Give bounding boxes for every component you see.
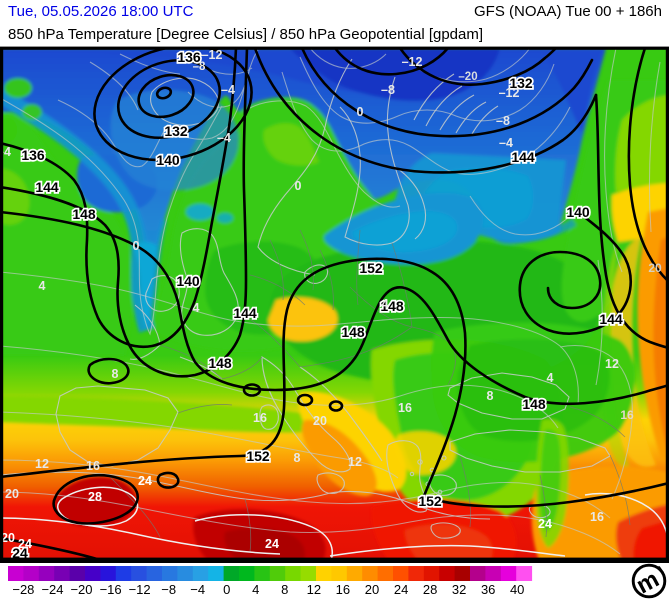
svg-text:148: 148: [380, 298, 404, 314]
svg-text:−12: −12: [129, 582, 151, 597]
svg-text:–12: –12: [499, 86, 520, 100]
svg-text:132: 132: [164, 123, 188, 139]
svg-text:−20: −20: [70, 582, 92, 597]
svg-text:−16: −16: [100, 582, 122, 597]
svg-text:40: 40: [510, 582, 524, 597]
svg-text:4: 4: [547, 371, 554, 385]
svg-text:12: 12: [35, 457, 49, 471]
svg-text:144: 144: [35, 179, 59, 195]
svg-text:−28: −28: [12, 582, 34, 597]
svg-text:–8: –8: [496, 114, 510, 128]
svg-text:132: 132: [509, 75, 533, 91]
svg-text:140: 140: [566, 204, 590, 220]
svg-text:0: 0: [223, 582, 230, 597]
svg-text:–8: –8: [381, 83, 395, 97]
svg-text:–4: –4: [499, 136, 513, 150]
svg-text:20: 20: [648, 261, 662, 275]
svg-text:24: 24: [538, 517, 552, 531]
svg-text:16: 16: [336, 582, 350, 597]
svg-text:8: 8: [487, 389, 494, 403]
svg-text:16: 16: [620, 408, 634, 422]
svg-text:0: 0: [357, 105, 364, 119]
svg-text:24: 24: [138, 474, 152, 488]
svg-text:148: 148: [341, 324, 365, 340]
svg-text:28: 28: [88, 490, 102, 504]
svg-text:152: 152: [246, 448, 270, 464]
svg-text:−24: −24: [41, 582, 63, 597]
svg-text:4: 4: [193, 301, 200, 315]
svg-text:136: 136: [177, 49, 201, 65]
svg-text:–8: –8: [193, 61, 206, 73]
svg-text:144: 144: [599, 311, 623, 327]
svg-text:16: 16: [398, 401, 412, 415]
svg-text:–20: –20: [458, 71, 477, 83]
svg-text:20: 20: [1, 531, 15, 545]
svg-text:140: 140: [156, 152, 180, 168]
svg-text:12: 12: [348, 455, 362, 469]
svg-text:0: 0: [133, 239, 140, 253]
svg-text:20: 20: [313, 414, 327, 428]
svg-text:20: 20: [5, 487, 19, 501]
svg-text:–4: –4: [0, 145, 11, 159]
svg-text:144: 144: [233, 305, 257, 321]
svg-text:4: 4: [39, 279, 46, 293]
svg-text:12: 12: [605, 357, 619, 371]
svg-text:8: 8: [112, 367, 119, 381]
svg-text:12: 12: [307, 582, 321, 597]
svg-text:16: 16: [86, 459, 100, 473]
svg-text:24: 24: [394, 582, 408, 597]
svg-text:148: 148: [72, 206, 96, 222]
svg-text:8: 8: [281, 582, 288, 597]
svg-text:20: 20: [365, 582, 379, 597]
svg-text:−4: −4: [190, 582, 205, 597]
svg-text:8: 8: [294, 451, 301, 465]
svg-text:32: 32: [452, 582, 466, 597]
svg-text:4: 4: [382, 297, 389, 311]
svg-text:–4: –4: [217, 131, 231, 145]
svg-text:–12: –12: [402, 55, 423, 69]
svg-text:136: 136: [21, 147, 45, 163]
svg-text:16: 16: [253, 411, 267, 425]
svg-text:24: 24: [12, 545, 28, 561]
svg-text:144: 144: [511, 149, 535, 165]
svg-text:36: 36: [481, 582, 495, 597]
svg-text:0: 0: [295, 179, 302, 193]
svg-text:–12: –12: [202, 48, 223, 62]
svg-text:148: 148: [208, 355, 232, 371]
svg-text:148: 148: [522, 396, 546, 412]
svg-text:24: 24: [265, 537, 279, 551]
svg-text:24: 24: [18, 537, 32, 551]
svg-text:152: 152: [418, 493, 442, 509]
svg-text:–4: –4: [221, 83, 235, 97]
svg-text:140: 140: [176, 273, 200, 289]
svg-text:152: 152: [359, 260, 383, 276]
svg-text:28: 28: [423, 582, 437, 597]
svg-text:16: 16: [590, 510, 604, 524]
svg-text:−8: −8: [161, 582, 176, 597]
svg-text:4: 4: [252, 582, 259, 597]
